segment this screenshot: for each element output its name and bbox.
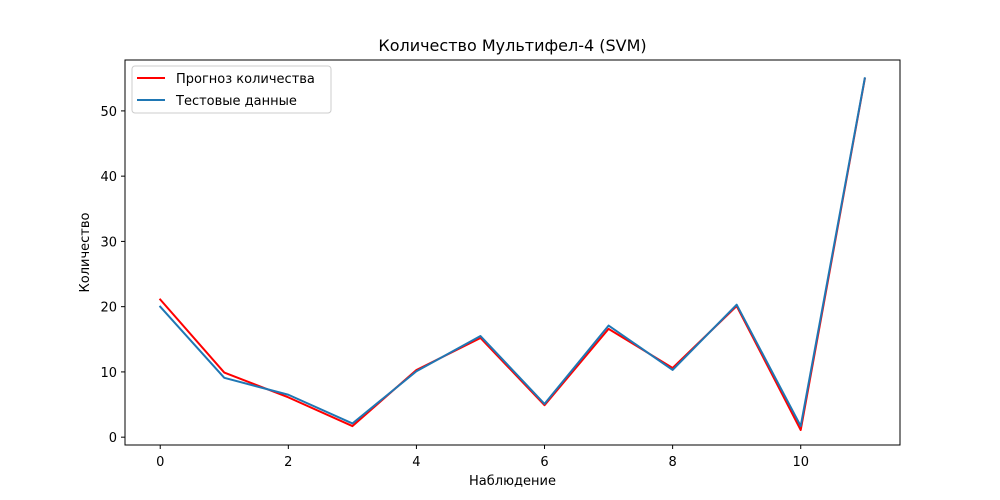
- test-data-series-line: [158, 77, 866, 428]
- plot-area-frame: [124, 59, 901, 446]
- legend: Прогноз количества Тестовые данные: [131, 65, 332, 114]
- y-axis-label: Количество: [78, 212, 93, 292]
- legend-label-test-data: Тестовые данные: [175, 94, 297, 109]
- x-tick-label: 2: [284, 455, 292, 470]
- y-tick-label: 50: [100, 105, 117, 120]
- y-tick-label: 30: [100, 235, 117, 250]
- x-tick-label: 10: [792, 455, 809, 470]
- series-layer: [158, 77, 866, 431]
- x-tick-label: 4: [412, 455, 420, 470]
- y-tick-label: 10: [100, 366, 117, 381]
- ticks-layer: 0 2 4 6 8 10 0 10 20 30 40 50: [100, 105, 809, 470]
- y-tick-label: 0: [109, 431, 117, 446]
- y-tick-label: 20: [100, 301, 117, 316]
- chart-title: Количество Мультифел-4 (SVM): [378, 36, 646, 55]
- x-tick-label: 8: [668, 455, 676, 470]
- x-axis-label: Наблюдение: [469, 474, 556, 489]
- legend-label-forecast: Прогноз количества: [176, 72, 315, 87]
- x-tick-label: 0: [156, 455, 164, 470]
- x-tick-label: 6: [540, 455, 548, 470]
- y-tick-label: 40: [100, 170, 117, 185]
- legend-box: [131, 65, 332, 114]
